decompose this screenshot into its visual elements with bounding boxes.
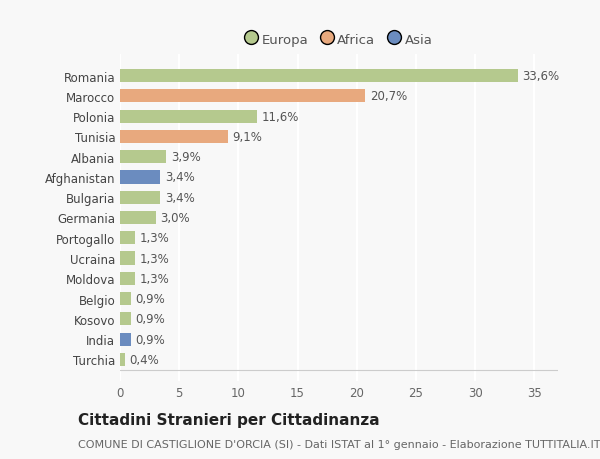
Bar bbox=[120, 333, 131, 346]
Bar bbox=[120, 171, 160, 184]
Bar bbox=[120, 151, 166, 164]
Text: 0,4%: 0,4% bbox=[130, 353, 159, 366]
Legend: Europa, Africa, Asia: Europa, Africa, Asia bbox=[242, 29, 436, 50]
Text: 3,0%: 3,0% bbox=[160, 212, 190, 224]
Bar bbox=[120, 90, 365, 103]
Bar bbox=[120, 292, 131, 306]
Bar bbox=[120, 232, 136, 245]
Bar bbox=[120, 272, 136, 285]
Text: 1,3%: 1,3% bbox=[140, 252, 170, 265]
Text: 0,9%: 0,9% bbox=[136, 313, 165, 325]
Text: COMUNE DI CASTIGLIONE D'ORCIA (SI) - Dati ISTAT al 1° gennaio - Elaborazione TUT: COMUNE DI CASTIGLIONE D'ORCIA (SI) - Dat… bbox=[78, 440, 600, 449]
Text: 3,9%: 3,9% bbox=[171, 151, 200, 164]
Text: 11,6%: 11,6% bbox=[262, 111, 299, 123]
Text: 1,3%: 1,3% bbox=[140, 232, 170, 245]
Text: 20,7%: 20,7% bbox=[370, 90, 407, 103]
Bar bbox=[120, 110, 257, 123]
Bar bbox=[120, 252, 136, 265]
Bar bbox=[120, 191, 160, 204]
Text: 3,4%: 3,4% bbox=[165, 171, 195, 184]
Text: 33,6%: 33,6% bbox=[523, 70, 560, 83]
Bar bbox=[120, 70, 518, 83]
Text: 0,9%: 0,9% bbox=[136, 333, 165, 346]
Bar bbox=[120, 212, 155, 224]
Text: 0,9%: 0,9% bbox=[136, 292, 165, 305]
Text: 3,4%: 3,4% bbox=[165, 191, 195, 204]
Bar bbox=[120, 313, 131, 326]
Text: 9,1%: 9,1% bbox=[232, 131, 262, 144]
Text: Cittadini Stranieri per Cittadinanza: Cittadini Stranieri per Cittadinanza bbox=[78, 413, 380, 428]
Text: 1,3%: 1,3% bbox=[140, 272, 170, 285]
Bar bbox=[120, 130, 228, 144]
Bar bbox=[120, 353, 125, 366]
